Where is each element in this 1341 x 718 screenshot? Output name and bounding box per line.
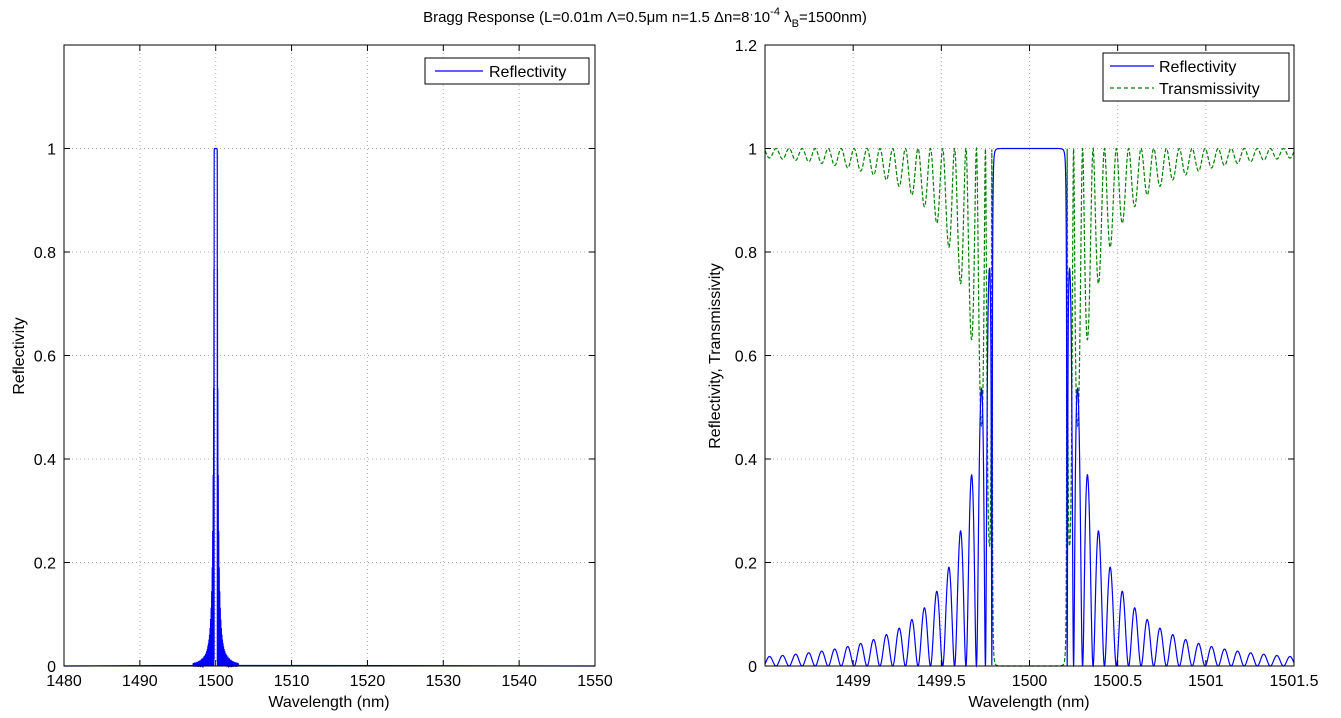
right-plot-lines <box>764 146 1295 668</box>
left-plot-lines <box>63 147 596 669</box>
left-reflectivity-line <box>63 147 596 669</box>
right-y-tick-label: 0 <box>748 659 757 676</box>
right-legend-box <box>1102 52 1290 102</box>
right-grid <box>765 45 1294 666</box>
left-y-tick-label: 0.6 <box>34 349 56 366</box>
right-y-tick-label: 1.2 <box>735 38 757 55</box>
right-y-tick-label: 0.2 <box>735 556 757 573</box>
left-x-axis-label: Wavelength (nm) <box>268 694 389 711</box>
right-y-tick-label: 0.6 <box>735 349 757 366</box>
left-y-tick-label: 1 <box>47 142 56 159</box>
right-x-axis-label: Wavelength (nm) <box>968 694 1089 711</box>
left-y-tick-label: 0 <box>47 659 56 676</box>
left-y-axis-label: Reflectivity <box>11 317 28 394</box>
right-x-tick-label: 1499.5 <box>917 673 966 690</box>
right-ticks: 1499 1499.5 1500 1500.5 1501 1501.5 0 0.2 0.4 0.6… <box>735 38 1319 690</box>
left-x-tick-label: 1550 <box>577 673 613 690</box>
left-legend: Reflectivity <box>424 57 590 85</box>
left-y-tick-label: 0.8 <box>34 245 56 262</box>
left-x-tick-label: 1510 <box>274 673 310 690</box>
left-legend-reflectivity-label: Reflectivity <box>489 64 566 81</box>
left-x-tick-label: 1540 <box>501 673 537 690</box>
right-y-tick-label: 0.8 <box>735 245 757 262</box>
left-y-tick-label: 0.2 <box>34 556 56 573</box>
right-x-tick-label: 1501.5 <box>1270 673 1319 690</box>
right-legend-transmissivity-label: Transmissivity <box>1159 81 1260 98</box>
left-axes-box <box>63 44 596 667</box>
figure-title: Bragg Response (L=0.01m Λ=0.5μm n=1.5 Δn… <box>423 6 867 30</box>
right-x-tick-label: 1500.5 <box>1093 673 1142 690</box>
right-legend-reflectivity-label: Reflectivity <box>1159 59 1236 76</box>
right-x-tick-label: 1500 <box>1012 673 1048 690</box>
right-legend: Reflectivity Transmissivity <box>1102 52 1290 102</box>
left-ticks: 1480 1490 1500 1510 1520 1530 1540 1550 0 0.2 0.4 0… <box>34 45 613 690</box>
right-reflectivity-line <box>764 147 1295 668</box>
left-grid <box>64 45 595 666</box>
right-transmissivity-line <box>764 146 1295 667</box>
left-x-tick-label: 1490 <box>122 673 158 690</box>
left-x-tick-label: 1520 <box>350 673 386 690</box>
right-y-tick-label: 1 <box>748 142 757 159</box>
right-x-tick-label: 1501 <box>1188 673 1224 690</box>
left-x-tick-label: 1480 <box>46 673 82 690</box>
left-x-tick-label: 1530 <box>425 673 461 690</box>
left-y-tick-label: 0.4 <box>34 452 56 469</box>
left-x-tick-label: 1500 <box>198 673 234 690</box>
right-plot: 1499 1499.5 1500 1500.5 1501 1501.5 0 0.2 0.4 0.6… <box>707 38 1319 711</box>
right-y-tick-label: 0.4 <box>735 452 757 469</box>
right-x-tick-label: 1499 <box>835 673 871 690</box>
left-plot: 1480 1490 1500 1510 1520 1530 1540 1550 0 0.2 0.4 0… <box>11 44 613 711</box>
right-y-axis-label: Reflectivity, Transmissivity <box>707 263 724 449</box>
